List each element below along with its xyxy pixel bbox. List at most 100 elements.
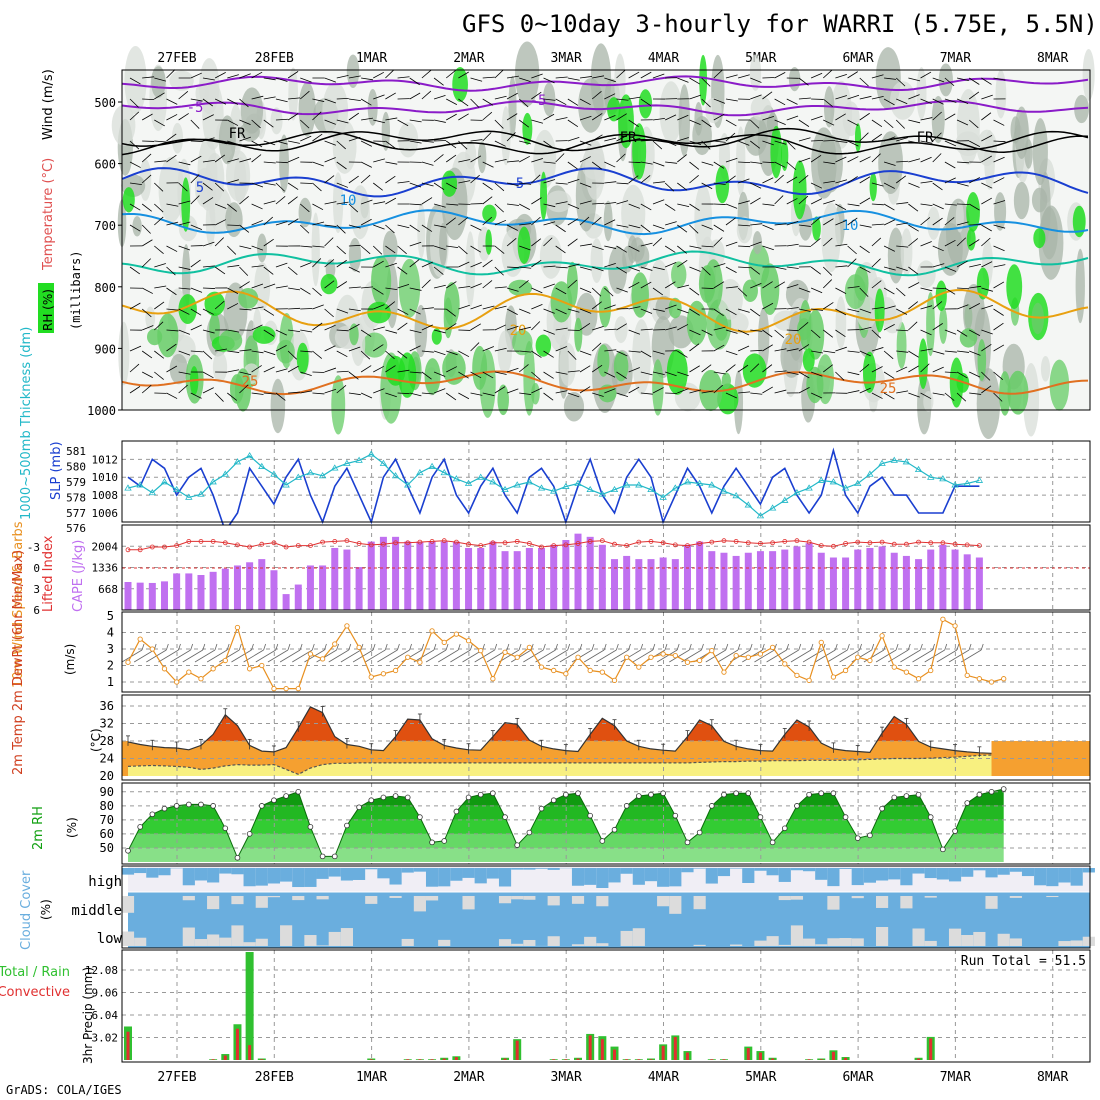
wind-barb — [810, 238, 821, 247]
wind-barb — [774, 348, 787, 352]
wind-barb — [640, 392, 653, 395]
contour-label: 10 — [842, 218, 859, 234]
precip-convective-bar — [211, 1059, 215, 1060]
cape-bar — [793, 546, 801, 610]
wind-barb — [628, 203, 640, 209]
wind-barb — [871, 306, 884, 310]
rh-contour-fill — [750, 95, 772, 121]
rh-contour-fill — [194, 167, 215, 208]
wind-barb — [397, 322, 408, 331]
wind-barb — [279, 649, 301, 663]
cloud-high-block — [158, 868, 171, 876]
cloud-mid-gap — [875, 896, 889, 908]
wind-barb — [433, 284, 446, 289]
wind-barb — [397, 224, 410, 229]
wind-barb — [616, 113, 627, 121]
rh-tick: 60 — [100, 827, 114, 841]
wind-barb — [409, 203, 422, 206]
thickness-point — [768, 504, 777, 511]
rh-contour-fill — [655, 295, 673, 320]
wind-barb — [591, 113, 603, 121]
wind-tick: 5 — [107, 609, 114, 623]
li-tick: 0 — [33, 562, 40, 575]
precip-convective-bar — [625, 1059, 629, 1060]
wind-barb — [823, 200, 835, 205]
cape-bar — [951, 549, 959, 610]
wind-barb — [251, 643, 254, 651]
wind-barb — [750, 349, 763, 352]
thickness-point — [440, 468, 448, 476]
cloud-high-block — [754, 868, 767, 871]
wind-barb — [798, 157, 811, 163]
wind-barb — [677, 137, 689, 142]
wind-barb — [263, 200, 276, 205]
wind-barb — [762, 386, 773, 394]
contour-label: -5 — [187, 100, 204, 116]
date-label-top: 5MAR — [745, 51, 776, 66]
cloud-high-block — [547, 868, 560, 870]
wind-barb — [531, 73, 543, 79]
upper-air-frame — [121, 69, 1091, 411]
wind-speed-point — [794, 672, 800, 679]
wind-barb — [603, 643, 607, 651]
rh-contour-fill — [205, 197, 216, 247]
cloud-low-gap — [1058, 941, 1071, 946]
rh-contour-fill-moist — [482, 204, 497, 223]
rh-contour-fill — [705, 97, 722, 124]
cloud-low-gap — [316, 945, 329, 946]
wind-barb — [275, 98, 288, 103]
slp-line — [127, 447, 980, 533]
wind-barb — [981, 77, 992, 85]
wind-barb — [348, 244, 361, 247]
wind-barb — [835, 203, 847, 211]
wind-barb — [482, 111, 493, 121]
wind-barb — [555, 76, 568, 79]
temperature-legend-label: Temperature (°C) — [41, 158, 56, 271]
rh-contour-fill — [878, 131, 904, 194]
wind-barb — [141, 258, 152, 268]
wind-barb — [202, 329, 215, 334]
wind-barb — [896, 137, 908, 142]
precip-convective-bar — [685, 1052, 689, 1060]
rh-contour-fill — [1075, 248, 1085, 324]
date-label-bottom: 3MAR — [551, 1070, 582, 1085]
wind-barb — [591, 161, 603, 170]
wind-barb — [798, 224, 811, 227]
wind-barb — [839, 649, 860, 663]
li-point — [295, 543, 301, 548]
wind-speed-point — [648, 654, 654, 660]
precip-convective-bar — [917, 1058, 921, 1060]
slp-axis-label: SLP (mb) — [49, 441, 64, 500]
wind-barb — [433, 224, 446, 228]
li-point — [502, 540, 508, 546]
cloud-high-block — [669, 868, 682, 887]
wind-barb — [725, 241, 738, 247]
wind-barb — [531, 91, 542, 100]
wind-barb — [993, 200, 1006, 205]
wind-speed-point — [721, 669, 727, 675]
rh-contour-fill-moist — [770, 125, 783, 179]
wind-barb — [458, 98, 469, 107]
wind-barb — [506, 643, 510, 651]
li-point — [210, 539, 216, 544]
li-point — [794, 538, 800, 544]
wind-barb — [397, 392, 410, 395]
wind-barb — [470, 342, 480, 352]
wind-barb — [178, 384, 188, 394]
wind-barb — [336, 140, 347, 150]
wind-barb — [871, 329, 881, 339]
wind-barb — [579, 287, 592, 293]
wind-barb — [969, 263, 982, 268]
rh-contour-fill — [1038, 205, 1064, 280]
wind-speed-point — [125, 659, 131, 665]
rh-contour-fill — [582, 152, 606, 180]
wind-barb — [555, 346, 567, 352]
wind-barb — [361, 286, 374, 289]
wind-speed-point — [490, 676, 496, 682]
rh-point — [344, 822, 350, 829]
wind-barb — [883, 98, 895, 106]
wind-barb — [190, 259, 201, 268]
wind-barb — [810, 154, 822, 163]
cape-bar — [696, 541, 704, 610]
wind-barb — [579, 266, 592, 271]
